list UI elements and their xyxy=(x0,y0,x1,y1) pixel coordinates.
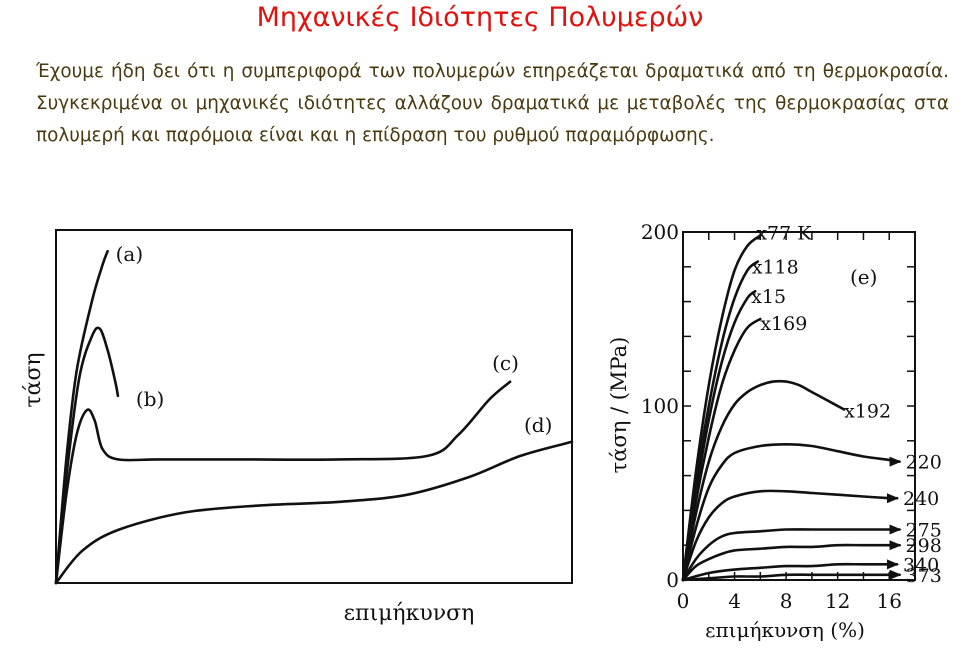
x-tick-label: 0 xyxy=(677,589,690,613)
chart-e-ylabel: τάση / (MPa) xyxy=(607,337,631,474)
y-tick-label: 100 xyxy=(641,394,679,418)
chart-e-series-label: x77 K xyxy=(756,222,812,244)
chart-e-series-line xyxy=(681,260,760,582)
x-tick-label: 16 xyxy=(876,589,901,613)
chart-e-arrowhead xyxy=(886,493,899,504)
chart-a-series-label: (c) xyxy=(492,351,519,375)
chart-e-series-line xyxy=(681,317,762,582)
chart-e-arrowhead xyxy=(889,456,902,467)
chart-e-series-label: 298 xyxy=(906,535,942,557)
chart-a-series-label: (d) xyxy=(524,413,552,437)
chart-e-arrowhead xyxy=(889,540,902,551)
chart-a-series-line xyxy=(54,380,512,585)
chart-e-arrowhead xyxy=(889,524,902,535)
x-tick-label: 4 xyxy=(728,589,741,613)
chart-a-series-label: (b) xyxy=(136,387,164,411)
chart-e-series-label: x118 xyxy=(752,257,799,279)
chart-a-frame xyxy=(55,229,573,584)
y-tick-label: 0 xyxy=(666,568,679,592)
chart-e-series-line xyxy=(681,234,762,582)
chart-e-series-label: 220 xyxy=(906,452,942,474)
chart-e-labels: 0 4 8 12 16 0 100 200 x77 K x118 x15 x169 x192 220 240… xyxy=(607,220,942,642)
x-tick-label: 12 xyxy=(825,589,850,613)
chart-e-series-line xyxy=(681,442,901,582)
chart-e-arrowhead xyxy=(889,569,902,580)
chart-a-series-line xyxy=(54,326,120,585)
chart-a-series-line xyxy=(54,440,574,585)
chart-e-series-label: x169 xyxy=(760,313,807,335)
chart-e-series-line xyxy=(681,573,901,582)
chart-a-series xyxy=(54,249,574,585)
chart-e-arrowhead xyxy=(886,559,899,570)
chart-e-series-line xyxy=(681,562,899,582)
page-title: Μηχανικές Ιδιότητες Πολυμερών xyxy=(256,2,704,33)
chart-e-xlabel: επιμήκυνση (%) xyxy=(705,618,865,642)
chart-e-series-line xyxy=(681,528,901,582)
chart-e-series-line xyxy=(681,489,899,582)
chart-e-series-line xyxy=(681,379,846,582)
chart-e-series-label: 275 xyxy=(906,520,942,542)
chart-e-series-line xyxy=(681,289,757,582)
x-tick-label: 8 xyxy=(780,589,793,613)
chart-e-series-line xyxy=(681,543,901,582)
chart-e-series-label: x15 xyxy=(751,286,786,308)
chart-e-panel-label: (e) xyxy=(850,265,877,289)
chart-e-series-label: 373 xyxy=(906,565,942,587)
chart-a-ylabel: τάση xyxy=(21,352,46,407)
chart-e-axes xyxy=(682,231,916,581)
chart-a-xlabel: επιμήκυνση xyxy=(344,601,475,626)
chart-e-series-label: 340 xyxy=(903,554,939,576)
chart-e-series-label: x192 xyxy=(844,400,891,422)
y-tick-label: 200 xyxy=(641,220,679,244)
chart-e-series xyxy=(681,234,902,582)
chart-a-labels: (a) (b) (c) (d) επιμήκυνση τάση xyxy=(21,242,552,626)
chart-e-series-label: 240 xyxy=(903,488,939,510)
intro-paragraph: Έχουμε ήδη δει ότι η συμπεριφορά των πολ… xyxy=(36,61,949,146)
chart-a-series-label: (a) xyxy=(116,242,144,266)
